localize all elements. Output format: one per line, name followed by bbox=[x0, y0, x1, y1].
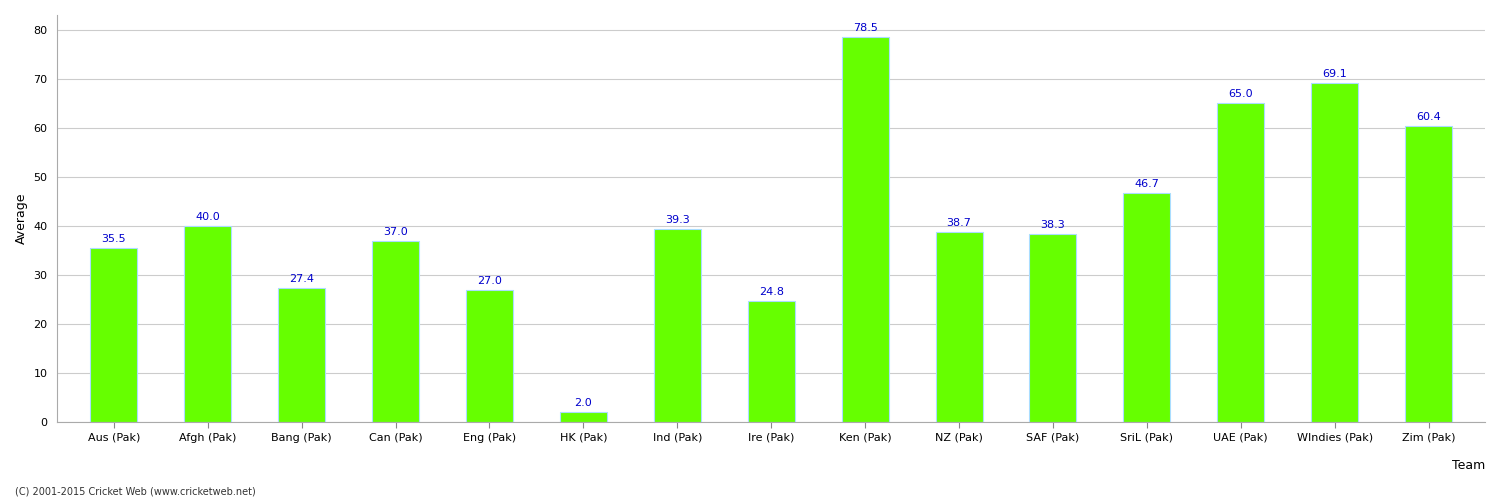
Text: 65.0: 65.0 bbox=[1228, 90, 1252, 100]
Text: 2.0: 2.0 bbox=[574, 398, 592, 408]
Text: 46.7: 46.7 bbox=[1134, 179, 1160, 189]
Text: 27.4: 27.4 bbox=[290, 274, 314, 284]
Bar bbox=[560, 412, 608, 422]
Bar bbox=[1406, 126, 1452, 422]
Text: 27.0: 27.0 bbox=[477, 276, 502, 286]
Text: 40.0: 40.0 bbox=[195, 212, 220, 222]
Bar bbox=[1218, 104, 1264, 422]
Text: 78.5: 78.5 bbox=[852, 23, 877, 33]
Text: 37.0: 37.0 bbox=[382, 227, 408, 237]
Bar bbox=[90, 248, 136, 422]
Bar bbox=[654, 230, 700, 422]
Bar bbox=[936, 232, 982, 422]
Bar bbox=[1029, 234, 1077, 422]
Text: 38.3: 38.3 bbox=[1041, 220, 1065, 230]
Bar bbox=[466, 290, 513, 422]
Bar bbox=[372, 240, 419, 422]
Text: 24.8: 24.8 bbox=[759, 286, 783, 296]
Text: Team: Team bbox=[1452, 459, 1485, 472]
Text: 38.7: 38.7 bbox=[946, 218, 972, 228]
Bar bbox=[278, 288, 326, 422]
Bar bbox=[747, 300, 795, 422]
Y-axis label: Average: Average bbox=[15, 193, 28, 244]
Text: (C) 2001-2015 Cricket Web (www.cricketweb.net): (C) 2001-2015 Cricket Web (www.cricketwe… bbox=[15, 487, 255, 497]
Bar bbox=[842, 37, 888, 422]
Bar bbox=[184, 226, 231, 422]
Text: 69.1: 69.1 bbox=[1323, 70, 1347, 80]
Bar bbox=[1311, 83, 1358, 422]
Text: 39.3: 39.3 bbox=[664, 216, 690, 226]
Bar bbox=[1124, 193, 1170, 422]
Text: 35.5: 35.5 bbox=[102, 234, 126, 244]
Text: 60.4: 60.4 bbox=[1416, 112, 1442, 122]
